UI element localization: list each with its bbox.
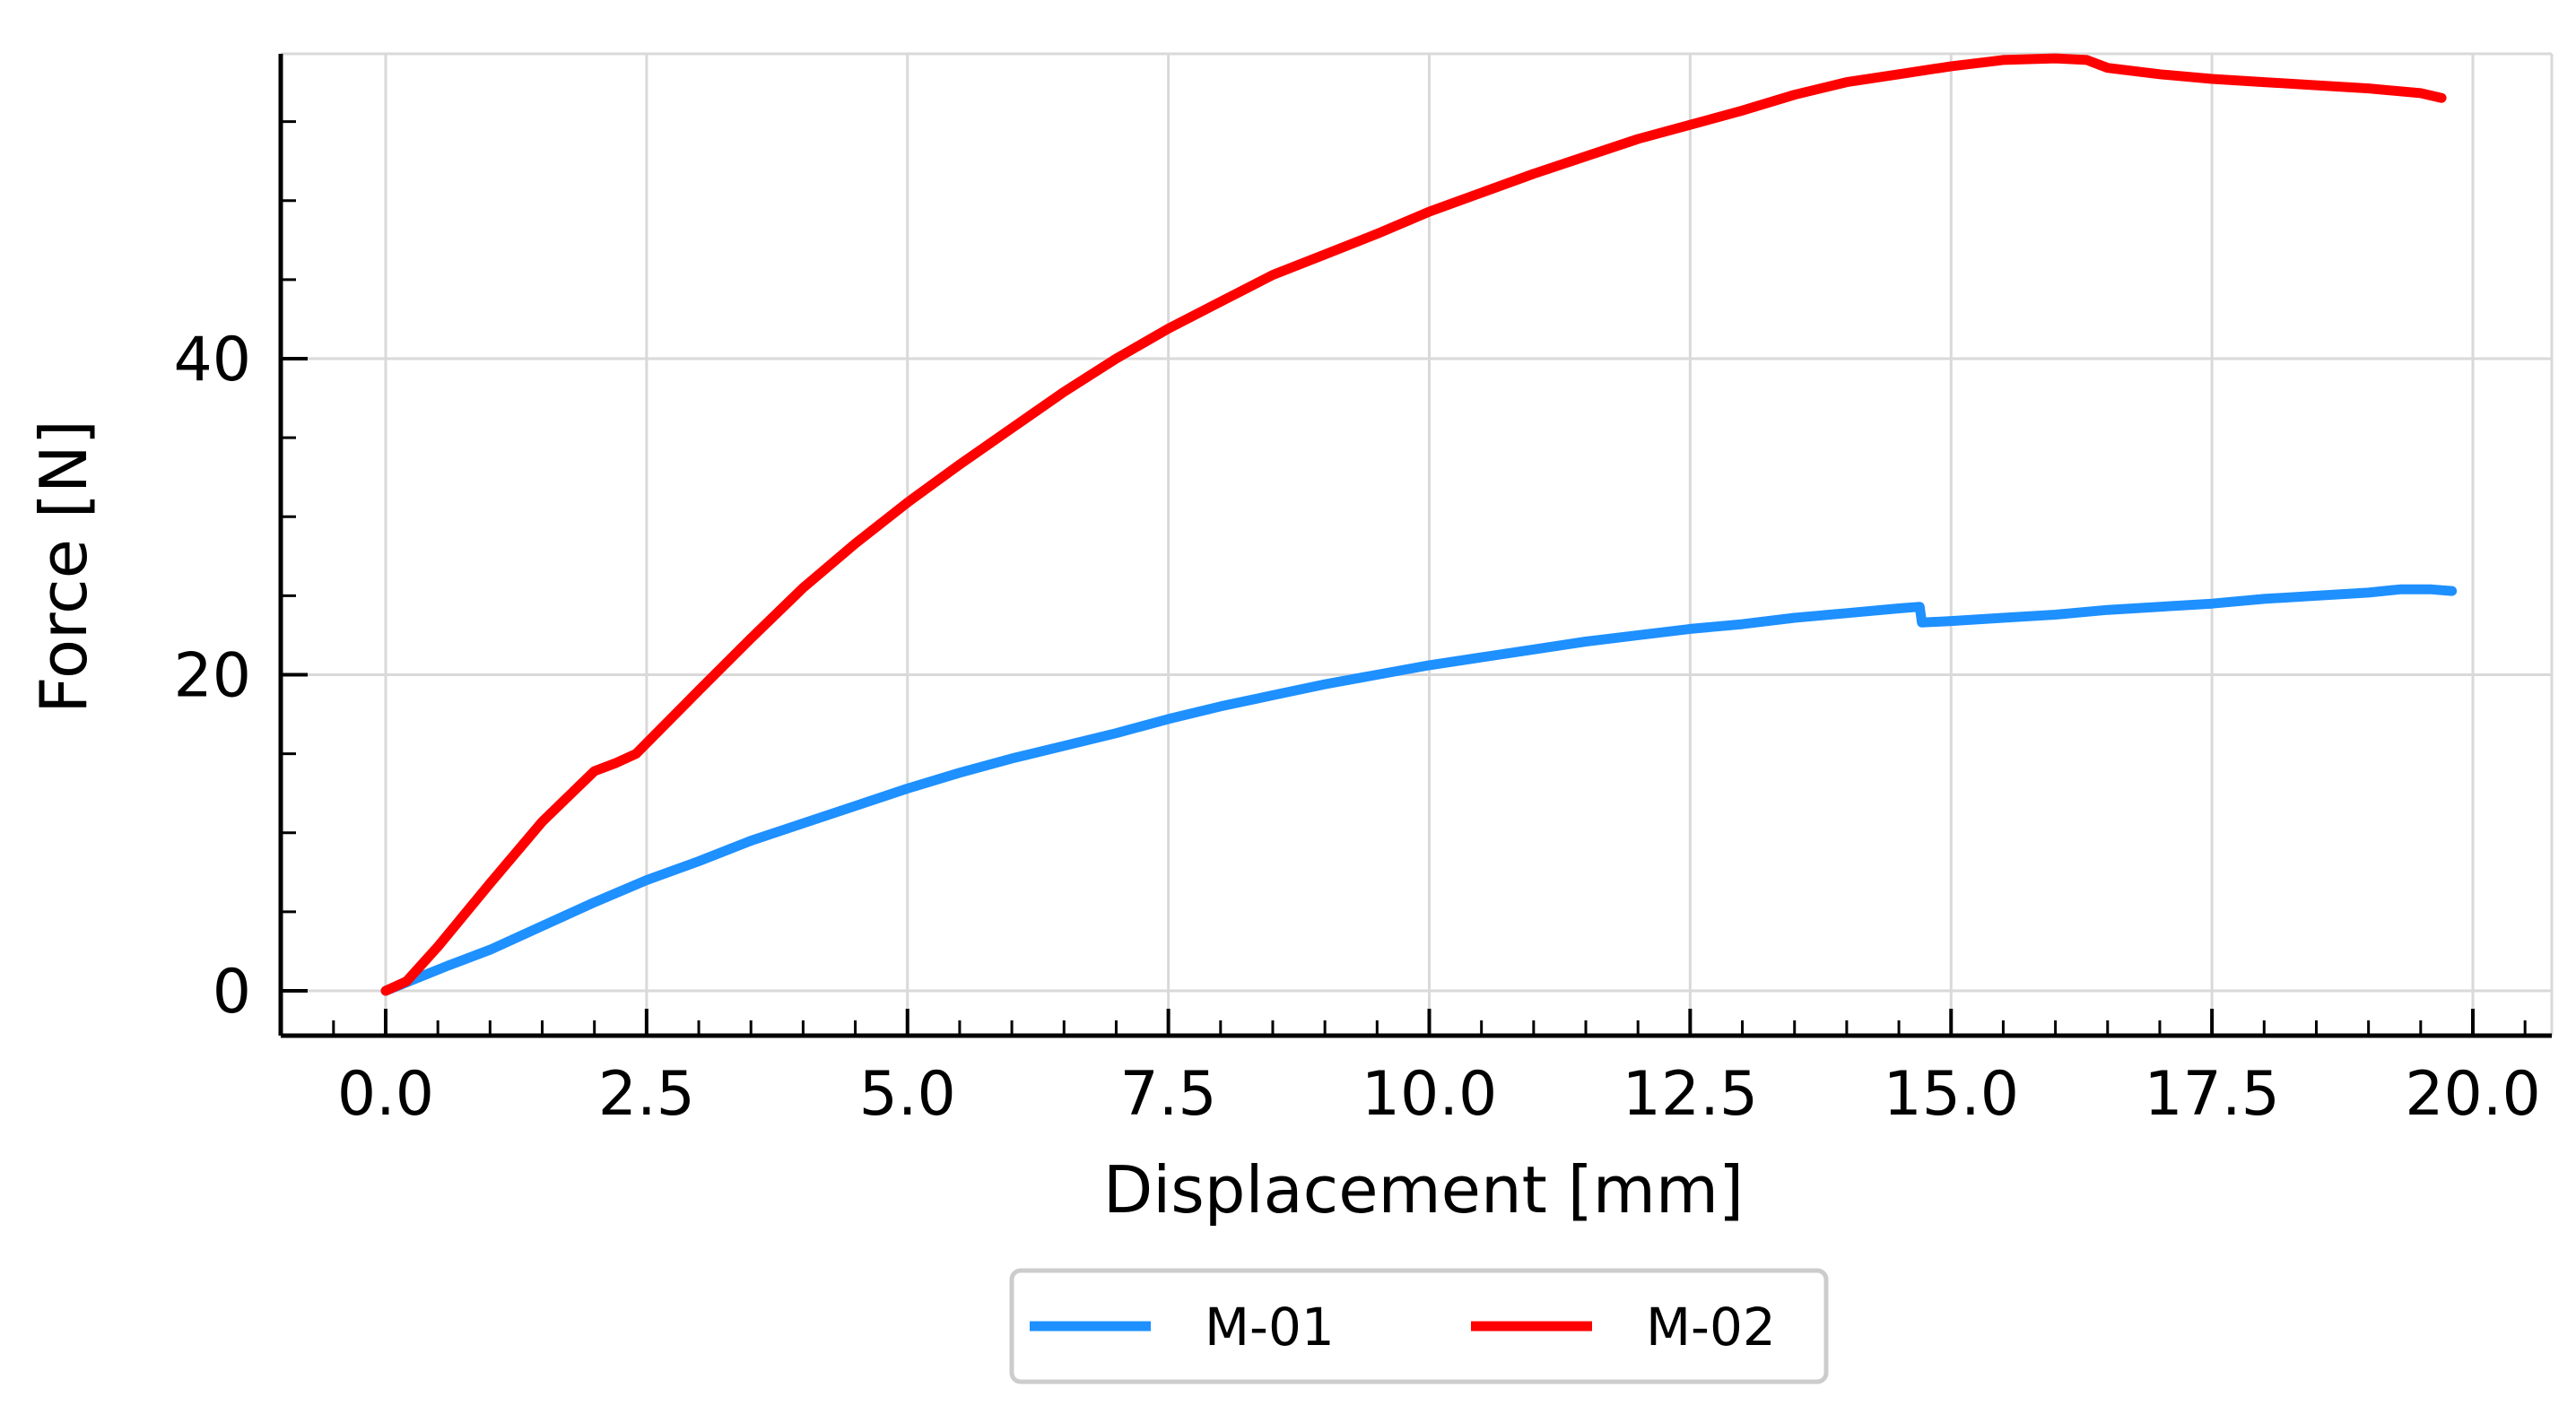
legend-label-m-02: M-02 [1646, 1297, 1776, 1358]
legend-label-m-01: M-01 [1205, 1297, 1335, 1358]
x-tick-label: 17.5 [2144, 1059, 2279, 1130]
y-tick-label: 40 [173, 325, 251, 395]
x-tick-label: 0.0 [337, 1059, 434, 1130]
x-tick-label: 10.0 [1362, 1059, 1497, 1130]
grid-layer [281, 52, 2554, 1036]
series-line-m-01 [380, 584, 2458, 996]
y-tick-label: 0 [213, 957, 251, 1028]
legend: M-01 M-02 [1009, 1268, 1829, 1384]
axes-layer [278, 54, 2552, 1038]
series-line-m-02 [380, 53, 2447, 996]
tick-label-layer: 0.0 2.5 5.0 7.5 10.0 12.5 15.0 17.5 20.0 0 20 40 [173, 325, 2540, 1130]
x-tick-label: 5.0 [859, 1059, 956, 1130]
y-tick-label: 20 [173, 641, 251, 712]
x-axis-title: Displacement [mm] [1103, 1152, 1744, 1228]
y-axis-title: Force [N] [26, 420, 101, 714]
x-tick-label: 15.0 [1884, 1059, 2019, 1130]
legend-box [1009, 1268, 1829, 1384]
x-tick-label: 7.5 [1120, 1059, 1217, 1130]
x-tick-label: 12.5 [1623, 1059, 1758, 1130]
x-tick-label: 20.0 [2405, 1059, 2540, 1130]
x-tick-label: 2.5 [598, 1059, 695, 1130]
series-layer [380, 53, 2458, 996]
